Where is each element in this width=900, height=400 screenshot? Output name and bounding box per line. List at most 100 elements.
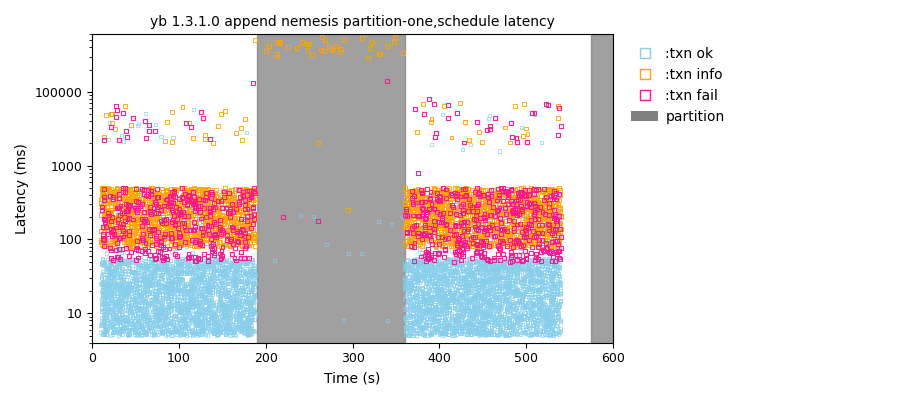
Point: [122, 310, 137, 316]
Point: [476, 310, 491, 317]
Point: [538, 279, 553, 286]
Point: [179, 202, 194, 208]
Point: [104, 300, 119, 307]
Point: [496, 294, 510, 300]
Point: [144, 266, 158, 273]
Point: [468, 308, 482, 315]
Point: [210, 323, 224, 329]
Point: [452, 296, 466, 302]
Point: [464, 331, 478, 337]
Point: [159, 263, 174, 270]
Point: [112, 290, 126, 297]
Point: [424, 237, 438, 243]
Point: [424, 204, 438, 210]
Point: [486, 322, 500, 328]
Point: [130, 323, 145, 330]
Point: [509, 286, 524, 293]
Point: [470, 266, 484, 273]
Point: [177, 190, 192, 196]
Point: [424, 299, 438, 306]
Point: [427, 226, 441, 233]
Point: [175, 194, 189, 200]
Point: [248, 264, 262, 270]
Point: [121, 230, 135, 236]
Point: [547, 202, 562, 208]
Point: [216, 309, 230, 316]
Point: [215, 316, 230, 322]
Point: [138, 330, 152, 336]
Point: [218, 218, 232, 224]
Point: [524, 323, 538, 329]
Point: [542, 185, 556, 192]
Point: [471, 264, 485, 270]
Point: [524, 220, 538, 226]
Point: [206, 310, 220, 316]
Point: [132, 332, 147, 338]
Point: [166, 191, 181, 198]
Point: [536, 247, 550, 253]
Point: [464, 332, 479, 338]
Point: [455, 284, 470, 290]
Point: [451, 212, 465, 218]
Point: [134, 329, 148, 336]
Point: [129, 288, 143, 295]
Point: [130, 229, 145, 236]
Point: [182, 264, 196, 270]
Point: [519, 203, 534, 210]
Point: [473, 319, 488, 325]
Point: [246, 298, 260, 305]
Point: [463, 312, 477, 318]
Point: [103, 245, 117, 252]
Point: [494, 201, 508, 208]
Point: [475, 298, 490, 304]
Point: [451, 321, 465, 327]
Point: [442, 331, 456, 337]
Point: [545, 330, 560, 336]
Point: [168, 268, 183, 274]
Point: [138, 210, 152, 216]
Point: [222, 195, 237, 202]
Point: [513, 279, 527, 285]
Point: [459, 208, 473, 214]
Point: [494, 316, 508, 323]
Point: [246, 280, 260, 287]
Point: [144, 285, 158, 291]
Point: [414, 314, 428, 320]
Point: [421, 270, 436, 277]
Point: [410, 170, 425, 176]
Point: [498, 290, 512, 296]
Point: [199, 263, 213, 269]
Point: [195, 274, 210, 280]
Point: [121, 281, 135, 288]
Point: [416, 239, 430, 246]
Point: [201, 198, 215, 204]
Point: [536, 209, 550, 215]
Point: [545, 211, 560, 218]
Point: [508, 306, 523, 313]
Point: [115, 256, 130, 262]
Point: [521, 193, 535, 199]
Point: [148, 307, 163, 314]
Point: [181, 326, 195, 332]
Point: [129, 276, 143, 283]
Point: [129, 289, 143, 295]
Point: [544, 272, 559, 278]
Point: [172, 229, 186, 236]
Point: [398, 210, 412, 216]
Point: [477, 288, 491, 295]
Point: [401, 274, 416, 280]
Point: [229, 204, 243, 211]
Point: [177, 305, 192, 311]
Point: [179, 271, 194, 277]
Point: [544, 206, 558, 213]
Point: [475, 265, 490, 272]
Point: [158, 315, 173, 321]
Point: [199, 227, 213, 233]
Point: [433, 299, 447, 305]
Point: [221, 305, 236, 311]
Point: [121, 212, 135, 218]
Point: [422, 316, 436, 322]
Point: [117, 227, 131, 234]
Point: [450, 194, 464, 200]
Point: [460, 331, 474, 338]
